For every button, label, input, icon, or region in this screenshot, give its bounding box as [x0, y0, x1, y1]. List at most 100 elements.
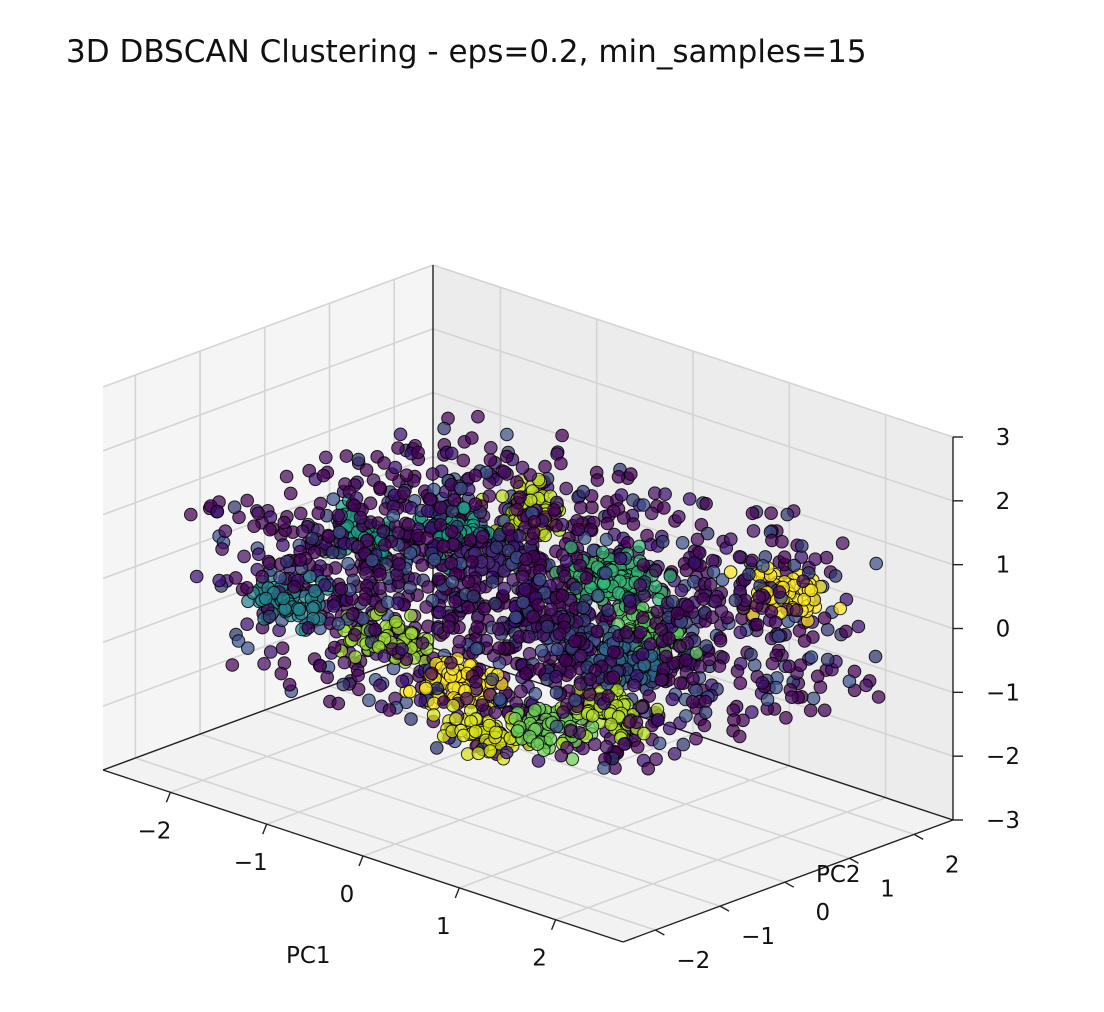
grid-line-z [432, 391, 954, 566]
data-point [617, 737, 631, 751]
data-point [643, 637, 658, 651]
data-point [859, 678, 873, 693]
data-point [576, 484, 591, 499]
data-point [574, 648, 588, 663]
data-point [559, 481, 574, 496]
data-point [534, 644, 549, 658]
data-point [817, 611, 832, 626]
data-point [403, 684, 417, 699]
data-point [437, 421, 451, 436]
data-point [556, 705, 570, 719]
data-point [316, 468, 331, 483]
data-point [526, 610, 540, 624]
data-point [218, 524, 233, 539]
data-point [491, 622, 506, 636]
data-point [415, 636, 430, 650]
data-point [590, 473, 605, 487]
z-tick-label: −3 [986, 808, 1020, 834]
data-point [600, 516, 615, 531]
data-point [326, 492, 341, 507]
data-point [519, 666, 533, 681]
data-point [869, 556, 884, 571]
data-point [633, 625, 648, 640]
data-point [670, 606, 685, 621]
data-point [488, 705, 502, 720]
data-point [411, 445, 425, 460]
data-point [606, 670, 621, 684]
data-point [484, 441, 498, 455]
data-point [723, 565, 738, 579]
data-point [699, 497, 713, 511]
data-point [712, 659, 727, 673]
data-point [363, 496, 378, 511]
data-point [404, 608, 418, 623]
data-point [685, 695, 700, 709]
data-point [425, 666, 439, 681]
data-point [485, 672, 500, 687]
data-point [658, 487, 672, 502]
data-point [842, 674, 857, 689]
data-point [804, 650, 819, 665]
grid-line-y [135, 757, 656, 931]
data-point [554, 748, 569, 763]
data-point [419, 600, 434, 614]
data-point [817, 703, 832, 718]
data-point [444, 446, 459, 461]
data-point [851, 619, 866, 634]
data-point [368, 622, 382, 637]
x-tick-mark [550, 919, 557, 930]
data-point [433, 500, 448, 515]
data-point [240, 493, 254, 508]
data-point [320, 670, 335, 685]
data-point [448, 594, 462, 609]
data-point [470, 620, 485, 634]
data-point [599, 532, 614, 547]
data-point [745, 506, 760, 521]
data-point [806, 691, 821, 706]
data-point [513, 490, 527, 504]
data-point [714, 604, 729, 619]
data-point [662, 721, 677, 736]
data-point [331, 508, 346, 523]
data-point [432, 572, 446, 586]
data-point [461, 574, 476, 589]
data-point [228, 571, 243, 585]
data-point [543, 732, 558, 746]
data-point [442, 620, 456, 634]
data-point [533, 572, 547, 587]
grid-line-z [102, 264, 434, 388]
data-point [554, 456, 568, 471]
y-tick-label: −2 [676, 948, 710, 974]
data-point [447, 493, 462, 507]
data-point [651, 713, 665, 727]
data-point [459, 691, 474, 706]
data-point [348, 650, 363, 664]
data-point [756, 559, 770, 573]
data-point [373, 678, 387, 693]
data-point [357, 592, 372, 607]
data-point [619, 625, 634, 640]
data-point [210, 504, 225, 519]
data-point [588, 737, 602, 752]
data-point [516, 595, 530, 610]
data-point [672, 510, 686, 524]
data-point [436, 539, 451, 554]
data-point [787, 558, 802, 573]
data-point [527, 515, 542, 529]
data-point [769, 680, 783, 695]
data-point [512, 529, 527, 543]
data-point [401, 517, 416, 532]
data-point [515, 460, 530, 475]
y-tick-mark [719, 905, 730, 912]
data-point [544, 602, 558, 617]
data-point [622, 715, 636, 729]
data-point [319, 450, 333, 465]
data-point [277, 515, 292, 530]
data-point [696, 592, 711, 607]
grid-line-z [432, 264, 954, 438]
data-point [682, 492, 697, 506]
data-point [636, 558, 651, 572]
y-axis-line [622, 819, 954, 943]
data-point [667, 747, 682, 761]
data-point [489, 725, 503, 740]
